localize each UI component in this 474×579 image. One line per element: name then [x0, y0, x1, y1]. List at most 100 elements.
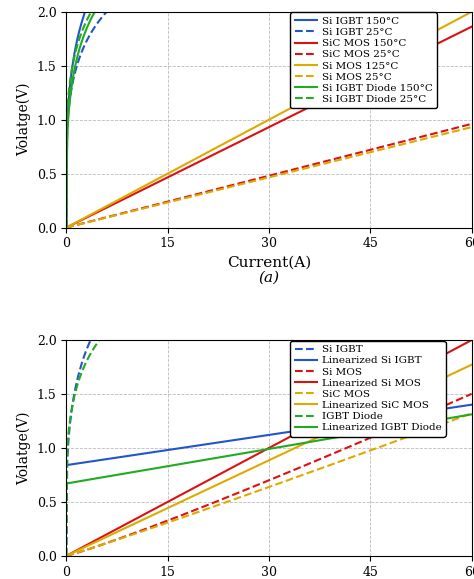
Line: Si MOS 25°C: Si MOS 25°C [66, 127, 472, 228]
Si IGBT [64, 552, 69, 559]
Si MOS 125°C [459, 13, 465, 20]
Linearized Si IGBT [396, 412, 401, 419]
Linearized IGBT Diode [258, 447, 264, 454]
Si MOS 125°C [305, 96, 310, 102]
Line: Linearized Si MOS: Linearized Si MOS [66, 340, 472, 556]
Linearized IGBT Diode [305, 439, 310, 446]
Linearized Si IGBT [64, 461, 69, 468]
SiC MOS 25°C [64, 224, 69, 231]
IGBT Diode [283, 250, 289, 257]
Si MOS 125°C [258, 120, 264, 127]
IGBT Diode [258, 255, 264, 262]
Si IGBT [305, 207, 310, 214]
SiC MOS 150°C [258, 127, 264, 134]
IGBT Diode [396, 233, 401, 240]
Linearized IGBT Diode [396, 423, 401, 430]
IGBT Diode [459, 225, 465, 232]
SiC MOS 25°C [469, 120, 474, 127]
Linearized Si IGBT [305, 426, 310, 433]
SiC MOS 150°C [64, 224, 69, 231]
Linearized Si IGBT [258, 433, 264, 439]
SiC MOS 150°C [469, 23, 474, 30]
Linearized Si MOS [305, 424, 310, 431]
Linearized IGBT Diode [256, 447, 262, 454]
SiC MOS 25°C [283, 168, 289, 175]
Linearized IGBT Diode [64, 480, 69, 487]
Line: IGBT Diode: IGBT Diode [66, 228, 472, 556]
SiC MOS [283, 478, 289, 485]
IGBT Diode [256, 256, 262, 263]
X-axis label: Current(A): Current(A) [227, 256, 311, 270]
Line: Si IGBT 150°C: Si IGBT 150°C [66, 0, 472, 228]
Line: Linearized SiC MOS: Linearized SiC MOS [66, 365, 472, 556]
SiC MOS 25°C [396, 139, 401, 146]
Linearized IGBT Diode [459, 413, 465, 420]
SiC MOS [64, 552, 69, 559]
Linearized SiC MOS [469, 361, 474, 368]
Si MOS [469, 390, 474, 397]
Si MOS 25°C [305, 164, 310, 171]
Linearized SiC MOS [256, 461, 262, 468]
Y-axis label: Volatge(V): Volatge(V) [17, 83, 31, 156]
Line: SiC MOS: SiC MOS [66, 413, 472, 556]
Linearized SiC MOS [305, 439, 310, 446]
Text: (a): (a) [258, 271, 280, 285]
Line: Linearized IGBT Diode: Linearized IGBT Diode [66, 415, 472, 483]
Line: Linearized Si IGBT: Linearized Si IGBT [66, 405, 472, 465]
SiC MOS [469, 410, 474, 417]
SiC MOS 150°C [305, 105, 310, 112]
SiC MOS 25°C [256, 175, 262, 182]
Si IGBT 25°C [64, 224, 69, 231]
Si IGBT Diode 150°C [64, 224, 69, 231]
Si MOS 125°C [396, 47, 401, 54]
Si MOS [459, 395, 465, 402]
Si IGBT [396, 189, 401, 196]
Legend: Si IGBT 150°C, Si IGBT 25°C, SiC MOS 150°C, SiC MOS 25°C, Si MOS 125°C, Si MOS 2: Si IGBT 150°C, Si IGBT 25°C, SiC MOS 150… [291, 13, 437, 108]
Linearized Si IGBT [256, 433, 262, 440]
Si MOS [64, 552, 69, 559]
Line: Si IGBT: Si IGBT [66, 183, 472, 556]
Linearized SiC MOS [64, 552, 69, 559]
Si MOS [283, 470, 289, 477]
Si MOS [258, 480, 264, 487]
Si MOS 125°C [283, 107, 289, 114]
SiC MOS [256, 487, 262, 494]
Linearized Si IGBT [469, 401, 474, 408]
Linearized SiC MOS [396, 395, 401, 402]
Linearized SiC MOS [459, 366, 465, 373]
Si MOS 125°C [256, 122, 262, 129]
Si MOS 25°C [469, 124, 474, 131]
Legend: Si IGBT, Linearized Si IGBT, Si MOS, Linearized Si MOS, SiC MOS, Linearized SiC : Si IGBT, Linearized Si IGBT, Si MOS, Lin… [291, 341, 446, 437]
Si MOS [305, 461, 310, 468]
Linearized Si MOS [64, 552, 69, 559]
Linearized Si IGBT [459, 402, 465, 409]
SiC MOS 150°C [283, 115, 289, 122]
Si IGBT 150°C [64, 224, 69, 231]
Si MOS 25°C [396, 142, 401, 149]
Si MOS 25°C [258, 176, 264, 183]
SiC MOS 25°C [258, 174, 264, 181]
SiC MOS 150°C [396, 60, 401, 67]
Line: Si MOS: Si MOS [66, 394, 472, 556]
Si MOS 125°C [64, 224, 69, 231]
Linearized Si MOS [469, 336, 474, 343]
Line: SiC MOS 25°C: SiC MOS 25°C [66, 124, 472, 228]
Line: Si IGBT Diode 150°C: Si IGBT Diode 150°C [66, 0, 472, 228]
Si MOS 25°C [64, 224, 69, 231]
SiC MOS [396, 437, 401, 444]
Si MOS [396, 422, 401, 429]
SiC MOS [258, 486, 264, 493]
Si IGBT Diode 25°C [64, 224, 69, 231]
Si IGBT [256, 219, 262, 226]
SiC MOS 150°C [459, 28, 465, 35]
Linearized IGBT Diode [283, 442, 289, 449]
Linearized Si MOS [256, 450, 262, 457]
Si MOS [256, 481, 262, 488]
SiC MOS 150°C [256, 129, 262, 135]
Linearized IGBT Diode [469, 411, 474, 418]
Linearized Si MOS [258, 449, 264, 456]
Si MOS 25°C [459, 126, 465, 133]
SiC MOS 25°C [305, 162, 310, 169]
Si IGBT [258, 218, 264, 225]
Line: Si IGBT Diode 25°C: Si IGBT Diode 25°C [66, 0, 472, 228]
